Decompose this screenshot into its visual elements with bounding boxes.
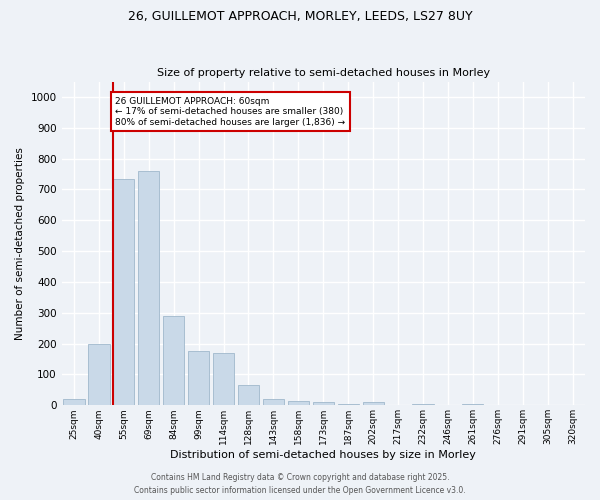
Bar [462, 404, 484, 406]
Bar [64, 399, 85, 406]
Bar [412, 404, 434, 406]
Bar [88, 344, 110, 406]
Bar [313, 402, 334, 406]
Bar [138, 171, 160, 406]
Y-axis label: Number of semi-detached properties: Number of semi-detached properties [15, 147, 25, 340]
Text: 26 GUILLEMOT APPROACH: 60sqm
← 17% of semi-detached houses are smaller (380)
80%: 26 GUILLEMOT APPROACH: 60sqm ← 17% of se… [115, 97, 345, 127]
Bar [163, 316, 184, 406]
X-axis label: Distribution of semi-detached houses by size in Morley: Distribution of semi-detached houses by … [170, 450, 476, 460]
Text: 26, GUILLEMOT APPROACH, MORLEY, LEEDS, LS27 8UY: 26, GUILLEMOT APPROACH, MORLEY, LEEDS, L… [128, 10, 472, 23]
Title: Size of property relative to semi-detached houses in Morley: Size of property relative to semi-detach… [157, 68, 490, 78]
Bar [263, 399, 284, 406]
Bar [288, 400, 309, 406]
Bar [362, 402, 384, 406]
Bar [238, 386, 259, 406]
Bar [213, 353, 234, 406]
Bar [338, 404, 359, 406]
Text: Contains HM Land Registry data © Crown copyright and database right 2025.
Contai: Contains HM Land Registry data © Crown c… [134, 474, 466, 495]
Bar [113, 178, 134, 406]
Bar [188, 352, 209, 406]
